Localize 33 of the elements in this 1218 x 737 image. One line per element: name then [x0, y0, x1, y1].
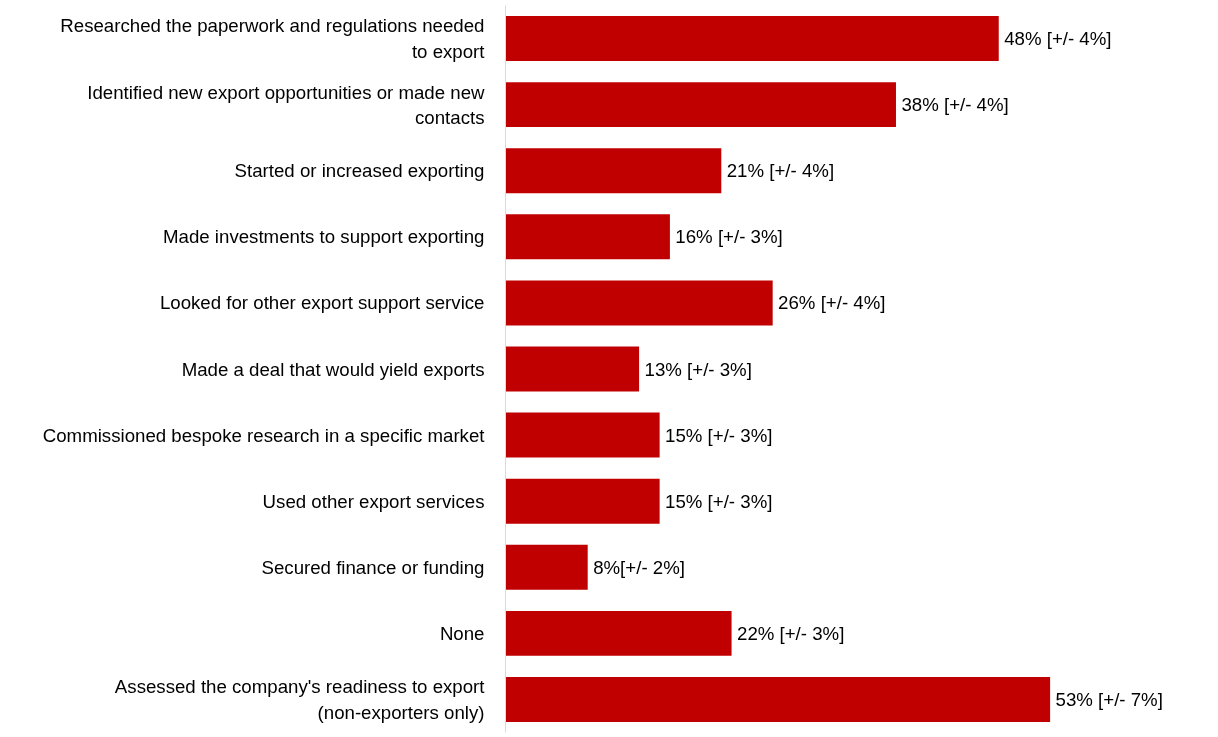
- y-tick-label: Made investments to support exporting: [163, 226, 485, 248]
- bar: [505, 148, 722, 194]
- data-label: 21% [+/- 4%]: [726, 160, 835, 182]
- data-label: 13% [+/- 3%]: [644, 358, 752, 380]
- y-tick-label: Started or increased exporting: [234, 160, 485, 182]
- bar: [505, 16, 999, 62]
- bar: [505, 214, 670, 260]
- y-tick-label: Used other export services: [262, 490, 485, 512]
- data-label: 15% [+/- 3%]: [665, 424, 773, 446]
- data-label: 16% [+/- 3%]: [675, 226, 783, 248]
- bar: [505, 346, 640, 392]
- data-label: 48% [+/- 4%]: [1004, 28, 1112, 50]
- y-tick-label: Commissioned bespoke research in a specific market: [42, 424, 486, 446]
- y-tick-label: Secured finance or funding: [261, 556, 485, 578]
- bar: [505, 478, 660, 524]
- data-label: 15% [+/- 3%]: [665, 490, 773, 512]
- bar: [505, 82, 896, 128]
- bar: [505, 412, 660, 458]
- data-label: 53% [+/- 7%]: [1055, 688, 1163, 710]
- y-tick-label: Made a deal that would yield exports: [181, 358, 485, 380]
- data-label: 8%[+/- 2%]: [593, 556, 685, 578]
- y-tick-label: Looked for other export support service: [159, 292, 485, 314]
- y-tick-label: Assessed the company's readiness to export (non-exporters only): [114, 676, 486, 723]
- data-label: 38% [+/- 4%]: [901, 94, 1009, 116]
- y-tick-label: None: [439, 622, 485, 644]
- bar: [505, 610, 732, 656]
- bar: [505, 280, 773, 326]
- y-tick-label: Researched the paperwork and regulations needed to export: [60, 15, 486, 62]
- y-tick-label: Identified new export opportunities or made new contacts: [87, 81, 486, 128]
- data-label: 26% [+/- 4%]: [778, 292, 886, 314]
- data-label: 22% [+/- 3%]: [737, 622, 845, 644]
- bar: [505, 544, 588, 590]
- bar: [505, 676, 1051, 722]
